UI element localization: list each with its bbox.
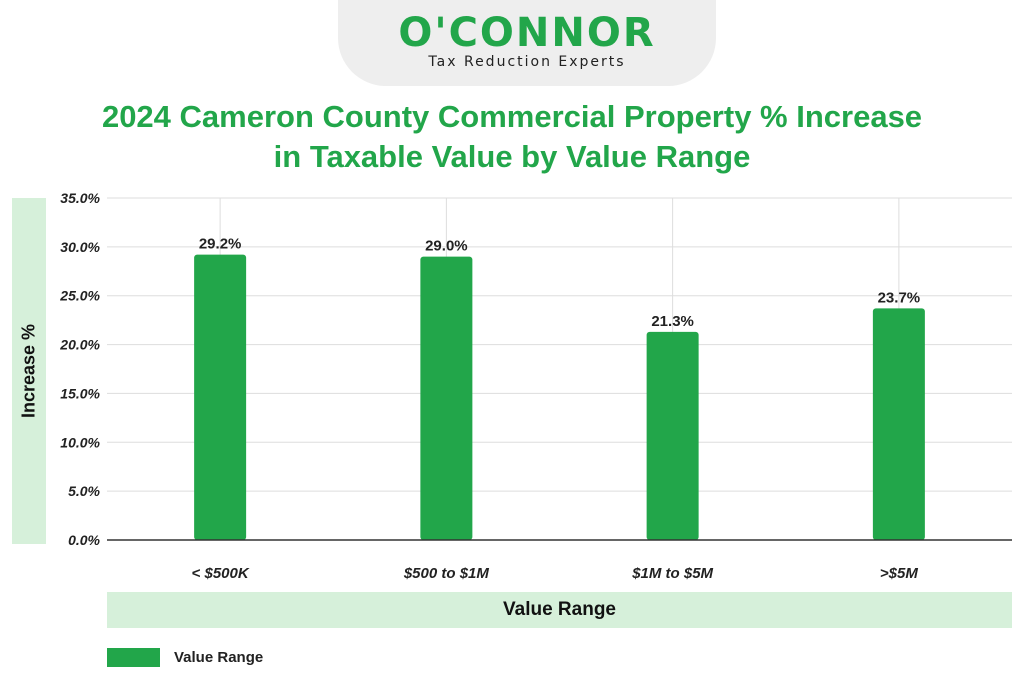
bar: [646, 331, 699, 540]
logo-tagline: Tax Reduction Experts: [428, 54, 626, 70]
legend-swatch: [107, 647, 160, 667]
logo-tab: O'CONNOR Tax Reduction Experts: [338, 0, 716, 86]
y-tick-label: 25.0%: [59, 288, 100, 304]
y-tick-label: 30.0%: [60, 239, 100, 255]
x-tick-label: $500 to $1M: [403, 565, 490, 582]
bar: [194, 254, 247, 540]
y-tick-label: 0.0%: [68, 532, 100, 548]
y-axis-label-band: [12, 198, 46, 544]
x-axis-label: Value Range: [503, 599, 616, 620]
legend: Value Range: [107, 646, 263, 668]
y-tick-label: 35.0%: [60, 190, 100, 206]
chart-title-line-2: in Taxable Value by Value Range: [273, 139, 751, 174]
y-tick-label: 10.0%: [60, 434, 100, 450]
bar: [420, 256, 473, 540]
bar-value-label: 29.0%: [425, 238, 468, 255]
y-tick-label: 20.0%: [59, 337, 100, 353]
logo: O'CONNOR: [398, 10, 656, 56]
bar-value-label: 29.2%: [199, 236, 242, 253]
x-axis-label-band: Value Range: [107, 592, 1012, 628]
x-tick-label: $1M to $5M: [631, 565, 713, 582]
bar: [872, 308, 925, 540]
y-tick-label: 5.0%: [68, 483, 100, 499]
y-tick-label: 15.0%: [60, 385, 100, 401]
x-tick-label: >$5M: [880, 565, 918, 582]
x-tick-label: < $500K: [192, 565, 250, 582]
bar-value-label: 21.3%: [651, 313, 694, 330]
chart-title-line-1: 2024 Cameron County Commercial Property …: [101, 99, 923, 134]
bar-value-label: 23.7%: [878, 289, 921, 306]
legend-label: Value Range: [174, 648, 264, 666]
